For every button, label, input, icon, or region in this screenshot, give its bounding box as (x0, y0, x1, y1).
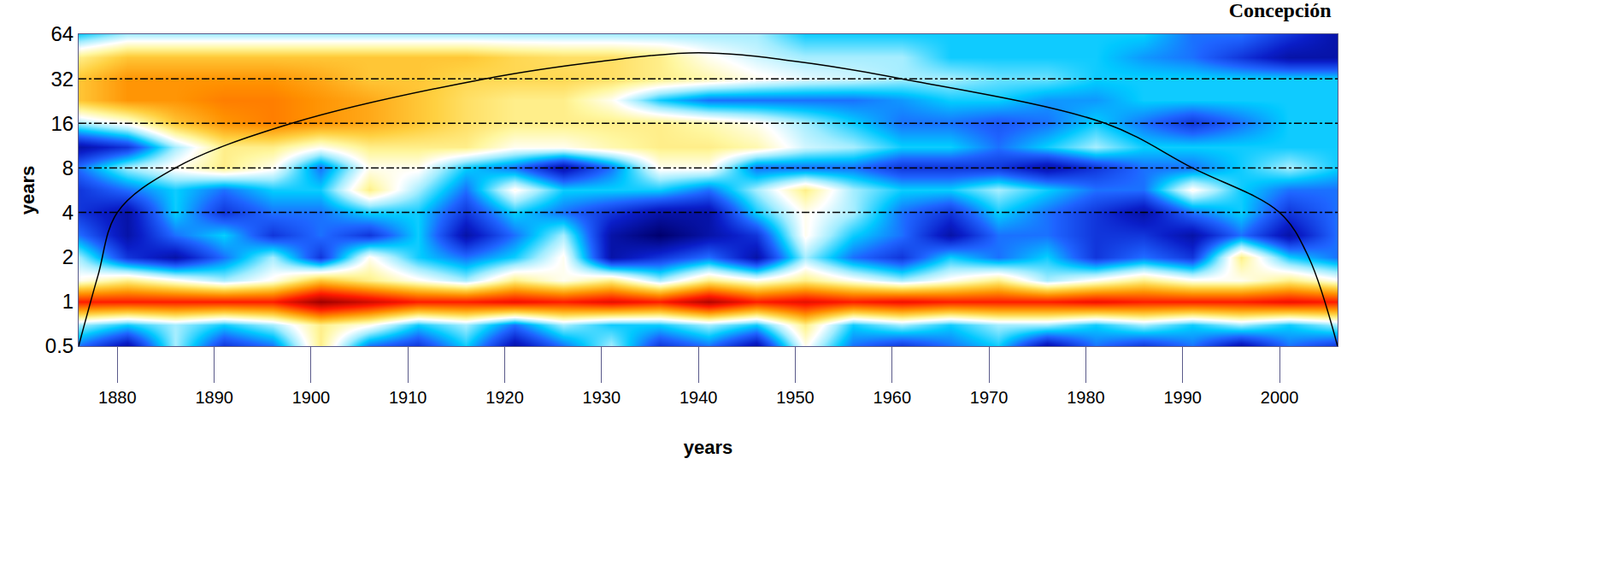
svg-text:1950: 1950 (776, 388, 815, 407)
svg-text:1880: 1880 (98, 388, 137, 407)
svg-text:1990: 1990 (1163, 388, 1202, 407)
svg-text:1980: 1980 (1066, 388, 1106, 407)
svg-text:1: 1 (62, 289, 74, 313)
svg-text:1940: 1940 (679, 388, 718, 407)
svg-text:1900: 1900 (292, 388, 331, 407)
svg-text:1920: 1920 (485, 388, 524, 407)
svg-text:32: 32 (50, 67, 74, 91)
svg-text:16: 16 (50, 111, 74, 136)
svg-text:4: 4 (62, 200, 74, 224)
svg-text:years: years (683, 436, 734, 459)
svg-text:2000: 2000 (1260, 388, 1300, 407)
svg-text:1890: 1890 (194, 388, 234, 407)
svg-text:years: years (17, 165, 39, 216)
svg-text:1930: 1930 (582, 388, 622, 407)
svg-text:1910: 1910 (388, 388, 428, 407)
svg-text:64: 64 (50, 22, 74, 46)
svg-text:2: 2 (62, 245, 74, 269)
svg-text:0.5: 0.5 (45, 334, 74, 358)
svg-text:Concepción: Concepción (1229, 0, 1332, 22)
svg-text:1960: 1960 (873, 388, 912, 407)
svg-text:8: 8 (62, 156, 74, 180)
svg-text:1970: 1970 (970, 388, 1009, 407)
